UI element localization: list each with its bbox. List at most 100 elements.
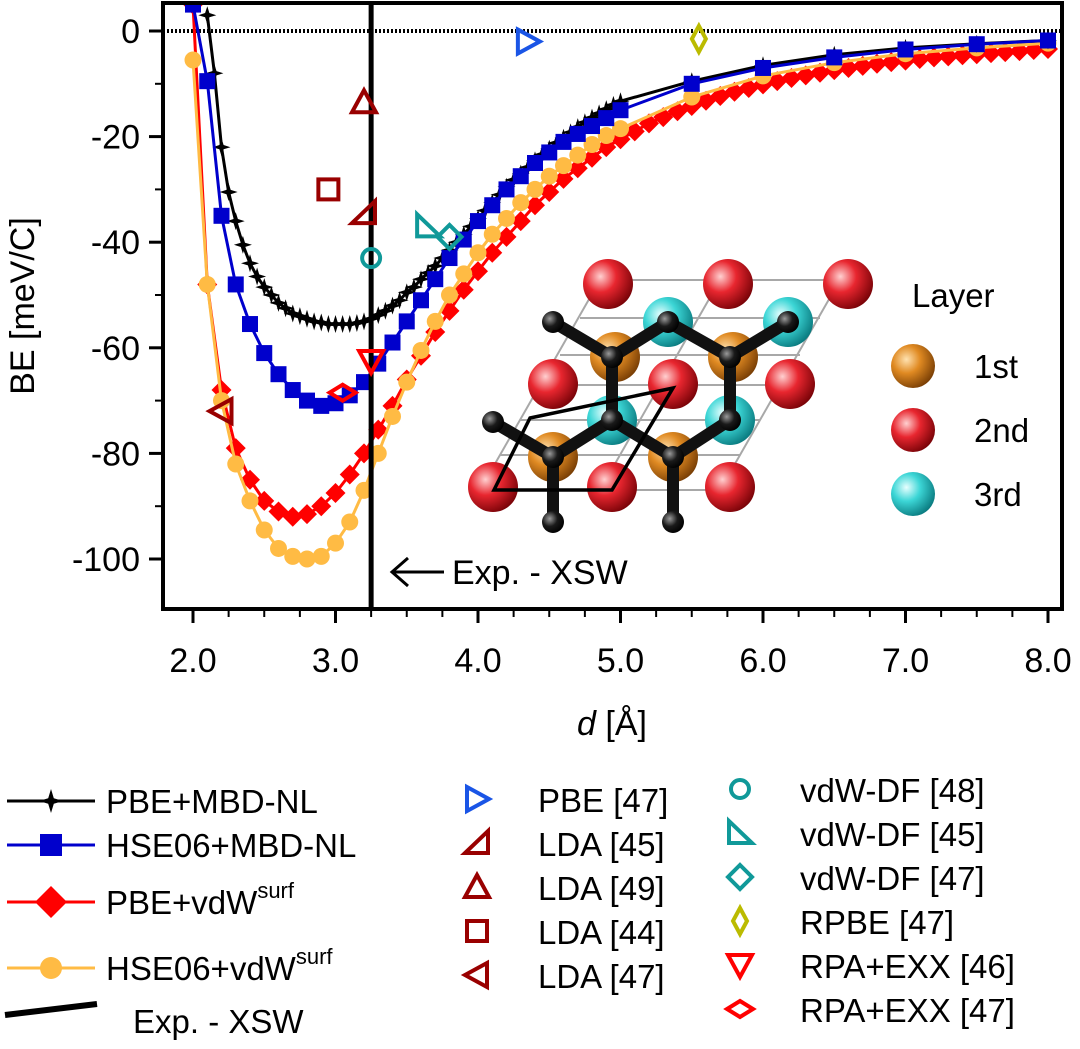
data-point (212, 138, 231, 157)
data-point (484, 197, 501, 214)
data-point (199, 73, 216, 90)
data-point (611, 92, 630, 111)
inset-atom-red (823, 259, 873, 309)
inset-layer-1st-label: 1st (974, 348, 1018, 385)
legend-reference-label: vdW-DF [47] (800, 860, 985, 897)
x-tick-label: 6.0 (739, 642, 786, 680)
legend-reference-label: LDA [47] (538, 958, 665, 995)
inset-carbon-atom (662, 511, 684, 533)
data-point (283, 304, 302, 323)
data-point (241, 254, 259, 273)
data-point (826, 49, 843, 66)
data-point (453, 279, 474, 300)
inset-layer-title: Layer (912, 277, 995, 314)
legend-hse06-mbd-nl: HSE06+MBD-NL (106, 827, 356, 864)
legend-marker (723, 998, 757, 1020)
data-point (305, 312, 324, 331)
inset-layer-3rd-marker (891, 472, 935, 516)
inset-layer-2nd-marker (891, 408, 935, 452)
data-point (298, 550, 316, 568)
data-point (683, 75, 700, 92)
data-point (369, 306, 388, 325)
x-axis-title-symbol: d (577, 705, 597, 743)
legend-reference-label: LDA [49] (538, 870, 665, 907)
data-point (340, 315, 359, 333)
legend-marker (730, 903, 750, 939)
data-point (355, 312, 373, 331)
x-tick-label: 8.0 (1024, 642, 1071, 680)
reference-point-rpa-exx-46 (355, 349, 387, 378)
series-hse06-vdw-surf (184, 34, 1057, 568)
legend-hse06-vdw-surf: HSE06+vdWsurf (106, 944, 333, 987)
y-tick-label: 0 (121, 13, 140, 51)
data-point (398, 313, 415, 330)
inset-carbon-atom (719, 409, 741, 431)
data-point (468, 261, 488, 282)
data-point (270, 539, 287, 557)
reference-point-vdw-df-45 (415, 209, 446, 239)
data-point (297, 504, 317, 525)
inset-carbon-atom (719, 346, 741, 368)
legend-reference-label: RPBE [47] (800, 904, 954, 941)
data-point (555, 133, 572, 150)
data-point (198, 275, 216, 293)
data-point (290, 307, 309, 326)
data-point (298, 309, 316, 328)
data-point (225, 438, 246, 459)
data-point (767, 71, 788, 92)
inset-cc-bond (547, 316, 618, 363)
data-point (270, 366, 287, 383)
data-point (356, 374, 372, 391)
legend-reference-label: LDA [44] (538, 914, 665, 951)
data-point (284, 382, 301, 399)
reference-point-vdw-df-48 (360, 247, 383, 270)
data-point (540, 167, 558, 185)
legend-marker (727, 816, 757, 845)
y-tick-label: -80 (91, 435, 140, 473)
data-point (312, 547, 330, 565)
y-tick-label: -100 (72, 541, 140, 579)
x-axis-ticks: 2.0 3.0 4.0 5.0 6.0 7.0 8.0 (169, 609, 1072, 680)
data-point (276, 299, 295, 318)
inset-structure: Layer 1st 2nd 3rd (468, 259, 1029, 533)
data-point (555, 157, 572, 175)
reference-point-vdw-df-47 (434, 222, 465, 252)
data-point (339, 464, 360, 485)
data-point (598, 110, 615, 127)
data-point (810, 62, 830, 83)
reference-point-rpa-exx-47 (325, 382, 360, 404)
inset-cc-bond (724, 316, 794, 363)
data-point (582, 147, 602, 168)
data-point (227, 276, 244, 293)
data-point (469, 244, 487, 262)
experiment-annotation: Exp. - XSW (389, 554, 628, 592)
reference-point-lda-49 (348, 86, 380, 115)
inset-atom-red (468, 462, 518, 512)
series-hse06-mbd-nl (185, 3, 1056, 414)
legend-hse06-vdw-surf-base: HSE06+vdW (106, 950, 297, 987)
data-point (241, 492, 259, 510)
reference-point-lda-44 (316, 177, 341, 202)
x-axis-title: d [Å] (577, 705, 647, 743)
legend-reference-label: PBE [47] (538, 782, 668, 819)
legend-pbe-vdw-surf: PBE+vdWsurf (106, 878, 295, 921)
y-tick-label: -40 (91, 224, 140, 262)
legend-marker (460, 959, 489, 991)
data-point (569, 125, 586, 142)
legend-marker (724, 953, 756, 982)
legend-pbe-mbd-nl: PBE+MBD-NL (106, 783, 318, 820)
inset-atom-red (583, 259, 633, 309)
data-point (597, 127, 615, 145)
inset-cc-bond (547, 414, 618, 463)
data-point (255, 278, 274, 297)
inset-carbon-atom (662, 446, 684, 468)
legend-marker (460, 826, 490, 855)
legend-marker (461, 870, 493, 899)
data-point (455, 265, 473, 283)
data-point (185, 3, 201, 13)
data-point (255, 521, 273, 539)
data-point (384, 407, 401, 425)
inset-atom-red (703, 259, 753, 309)
data-point (483, 225, 501, 243)
